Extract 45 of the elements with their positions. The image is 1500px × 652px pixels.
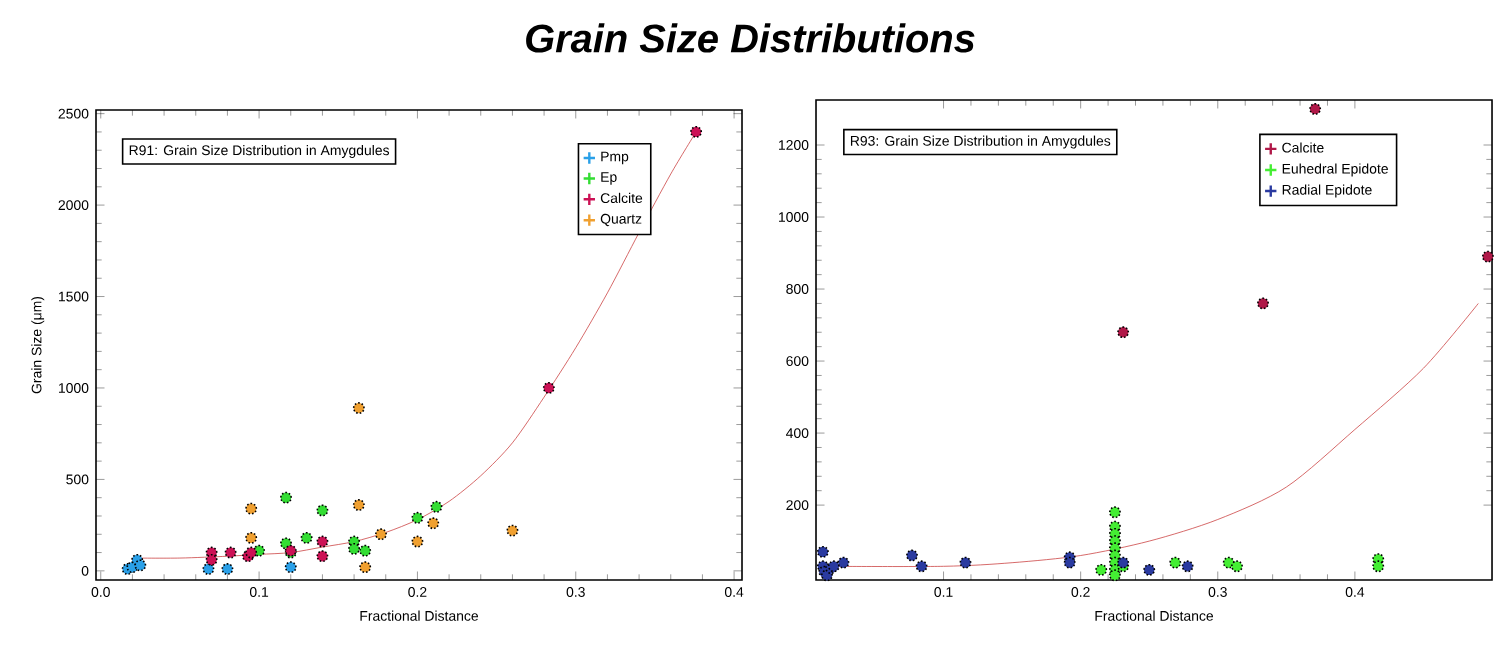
point — [816, 545, 829, 558]
point — [915, 560, 928, 573]
point — [906, 549, 918, 562]
point — [224, 546, 237, 559]
point — [245, 502, 258, 515]
point — [205, 553, 218, 566]
point — [221, 563, 234, 575]
point — [245, 531, 258, 544]
point — [1481, 250, 1494, 263]
point — [690, 125, 703, 138]
point — [427, 517, 440, 530]
point — [959, 556, 972, 569]
point — [1108, 569, 1121, 582]
point — [359, 561, 372, 574]
point — [280, 491, 292, 504]
point — [300, 531, 313, 544]
point — [1309, 103, 1322, 115]
point — [134, 559, 147, 572]
point — [1372, 560, 1385, 573]
point — [375, 528, 387, 541]
point — [430, 500, 443, 513]
point — [411, 535, 424, 548]
chart-title: Grain Size Distributions — [526, 23, 975, 53]
point — [352, 499, 365, 511]
point — [352, 402, 365, 415]
point — [316, 504, 329, 517]
point — [1181, 560, 1194, 573]
point — [284, 561, 297, 574]
point — [348, 542, 361, 555]
point — [1169, 556, 1182, 569]
point — [1108, 506, 1121, 519]
point — [1231, 560, 1243, 573]
point — [411, 511, 424, 524]
point — [506, 524, 519, 537]
point — [316, 550, 329, 563]
point — [1257, 297, 1270, 310]
point — [1117, 326, 1130, 339]
point — [316, 535, 329, 548]
point — [1063, 556, 1076, 569]
point — [202, 563, 215, 575]
point — [1143, 563, 1156, 576]
point — [1095, 563, 1108, 576]
point — [542, 381, 555, 394]
point — [359, 544, 372, 557]
point — [837, 556, 850, 569]
